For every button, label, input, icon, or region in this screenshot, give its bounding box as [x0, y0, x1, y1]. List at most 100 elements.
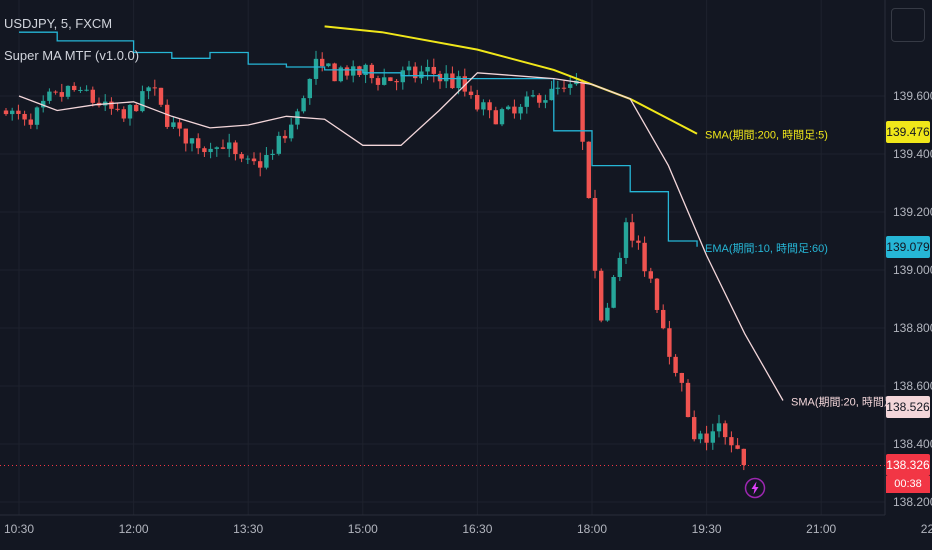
candle-body: [617, 257, 622, 277]
price-tick-label: 138.200: [893, 495, 932, 509]
candle-body: [692, 417, 697, 440]
candle-body: [47, 91, 52, 101]
candle-body: [282, 135, 288, 139]
candle-body: [34, 107, 40, 125]
candle-body: [152, 87, 157, 89]
candle-body: [462, 76, 467, 92]
candle-body: [382, 77, 387, 85]
candle-body: [475, 95, 480, 110]
candle-body: [90, 89, 95, 103]
candle-body: [444, 73, 449, 82]
candle-body: [623, 222, 629, 258]
candle-body: [468, 91, 474, 96]
candle-body: [220, 147, 226, 149]
candle-body: [704, 433, 709, 443]
current-price-tag: 138.326: [886, 454, 930, 477]
time-tick-label: 12:00: [119, 522, 149, 536]
candle-body: [568, 84, 573, 88]
sma20-line: [18, 72, 784, 401]
time-tick-label: 13:30: [233, 522, 263, 536]
candle-body: [208, 148, 213, 153]
candle-body: [41, 100, 46, 108]
candle-body: [481, 102, 486, 110]
candle-body: [741, 448, 746, 466]
sma200-price-tag: 139.476: [886, 120, 930, 143]
candle-body: [59, 92, 64, 97]
candle-body: [369, 64, 374, 79]
candle-body: [648, 271, 653, 279]
candle-body: [512, 106, 517, 114]
candle-body: [729, 437, 734, 446]
ema10-line: [19, 31, 698, 247]
time-tick-label: 21:00: [806, 522, 836, 536]
indicator-title[interactable]: Super MA MTF (v1.0.0): [4, 48, 140, 63]
candle-body: [599, 270, 604, 321]
price-tick-label: 139.600: [893, 89, 932, 103]
time-tick-label: 15:00: [348, 522, 378, 536]
candle-body: [233, 142, 238, 155]
candle-body: [16, 110, 21, 114]
candle-body: [388, 77, 393, 82]
candle-body: [295, 111, 300, 125]
candle-body: [425, 66, 430, 72]
candle-body: [165, 104, 170, 127]
candle-body: [518, 106, 523, 114]
candle-body: [537, 95, 542, 103]
sma20-price-tag: 138.526: [886, 396, 930, 419]
candle-body: [22, 113, 27, 120]
candle-body: [78, 89, 83, 91]
chart-corner-button[interactable]: [891, 8, 925, 42]
time-tick-label: 16:30: [462, 522, 492, 536]
candle-body: [735, 445, 740, 449]
candle-body: [158, 87, 164, 105]
candle-body: [245, 158, 250, 160]
candle-body: [605, 307, 610, 321]
symbol-title[interactable]: USDJPY, 5, FXCM: [4, 16, 113, 31]
candle-body: [171, 122, 176, 127]
candle-body: [487, 102, 492, 111]
candle-body: [375, 78, 381, 85]
candle-body: [419, 71, 424, 79]
candle-body: [555, 87, 560, 89]
candle-body: [351, 66, 356, 76]
sma200-line-label: SMA(期間:200, 時間足:5): [705, 129, 828, 142]
lightning-bolt-icon[interactable]: [744, 477, 766, 499]
candle-body: [413, 66, 418, 79]
candle-body: [251, 158, 257, 162]
candle-body: [10, 110, 15, 115]
bar-countdown: 00:38: [886, 476, 930, 494]
candle-body: [456, 76, 461, 89]
candle-body: [654, 278, 660, 310]
candle-body: [264, 154, 269, 168]
candle-body: [642, 242, 647, 272]
sma20-line-label: SMA(期間:20, 時間足:5): [791, 396, 908, 409]
candle-body: [140, 91, 145, 112]
candle-body: [196, 138, 201, 149]
price-tick-label: 138.800: [893, 321, 932, 335]
candle-body: [84, 89, 89, 91]
candle-body: [127, 104, 133, 119]
candle-body: [239, 154, 244, 159]
candle-body: [543, 100, 548, 103]
candle-body: [146, 87, 151, 92]
candle-body: [65, 85, 71, 97]
price-tick-label: 138.400: [893, 437, 932, 451]
candle-body: [270, 153, 275, 155]
candle-body: [561, 87, 567, 89]
candle-body: [611, 276, 616, 308]
candle-body: [586, 141, 591, 199]
candle-body: [276, 135, 281, 154]
candle-body: [326, 63, 331, 67]
candle-body: [183, 128, 188, 144]
candle-body: [53, 91, 58, 93]
candle-body: [28, 119, 33, 125]
price-tick-label: 139.000: [893, 263, 932, 277]
candle-body: [630, 222, 635, 241]
candle-body: [499, 109, 505, 125]
candle-body: [357, 66, 362, 76]
ema10-price-tag: 139.079: [886, 236, 930, 259]
candle-body: [592, 198, 598, 271]
candle-body: [431, 66, 436, 74]
